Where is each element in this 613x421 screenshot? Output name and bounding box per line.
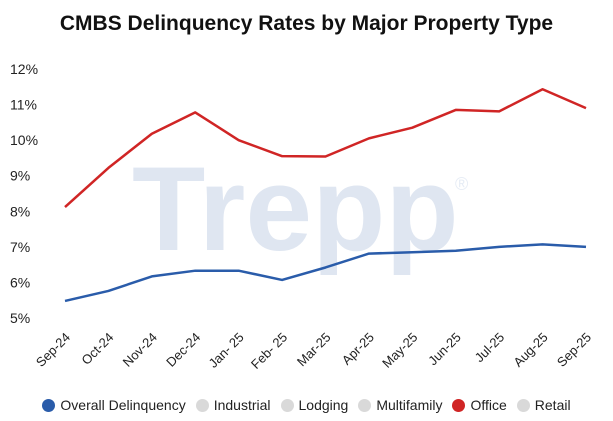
legend-item[interactable]: Office — [452, 397, 507, 413]
x-tick-label: May-25 — [379, 330, 420, 371]
series-line-overall-delinquency — [64, 243, 587, 303]
x-tick-label: Jun-25 — [425, 330, 464, 369]
x-tick-label: Mar-25 — [294, 330, 334, 370]
legend-marker-icon — [42, 398, 56, 412]
y-tick-label: 9% — [10, 168, 30, 184]
x-tick-label: Aug-25 — [510, 330, 550, 370]
x-tick-label: Feb- 25 — [248, 330, 290, 372]
legend-marker-icon — [280, 398, 294, 412]
watermark: Trepp — [132, 142, 459, 276]
legend-item[interactable]: Industrial — [195, 397, 271, 413]
x-tick-label: Jul-25 — [472, 330, 508, 366]
legend: Overall Delinquency Industrial Lodging Mult… — [0, 397, 613, 413]
legend-marker-icon — [195, 398, 209, 412]
watermark-registered: ® — [455, 174, 468, 194]
legend-label: Multifamily — [376, 397, 443, 413]
x-tick-label: Sep-25 — [554, 330, 594, 370]
y-tick-label: 6% — [10, 274, 30, 290]
x-tick-label: Jan- 25 — [206, 330, 247, 371]
legend-marker-icon — [452, 398, 466, 412]
x-tick-label: Sep-24 — [33, 330, 73, 370]
x-tick-label: Nov-24 — [120, 330, 160, 370]
chart-title: CMBS Delinquency Rates by Major Property… — [59, 12, 554, 35]
y-tick-label: 7% — [10, 239, 30, 255]
legend-label: Industrial — [213, 397, 271, 413]
legend-label: Overall Delinquency — [60, 397, 186, 413]
y-tick-label: 11% — [10, 97, 37, 113]
x-tick-label: Dec-24 — [163, 330, 203, 370]
series-line-office — [64, 88, 587, 208]
legend-label: Retail — [534, 397, 571, 413]
legend-item[interactable]: Multifamily — [358, 397, 442, 413]
y-tick-label: 12% — [10, 61, 38, 77]
legend-marker-icon — [516, 398, 530, 412]
x-tick-label: Oct-24 — [78, 330, 116, 368]
y-tick-label: 5% — [10, 310, 30, 326]
legend-item[interactable]: Overall Delinquency — [42, 397, 186, 413]
x-tick-label: Apr-25 — [339, 330, 377, 368]
y-tick-label: 10% — [10, 132, 38, 148]
legend-marker-icon — [358, 398, 372, 412]
legend-label: Lodging — [298, 397, 349, 413]
y-tick-label: 8% — [10, 203, 30, 219]
legend-item[interactable]: Retail — [516, 397, 571, 413]
legend-label: Office — [470, 397, 507, 413]
legend-item[interactable]: Lodging — [280, 397, 349, 413]
